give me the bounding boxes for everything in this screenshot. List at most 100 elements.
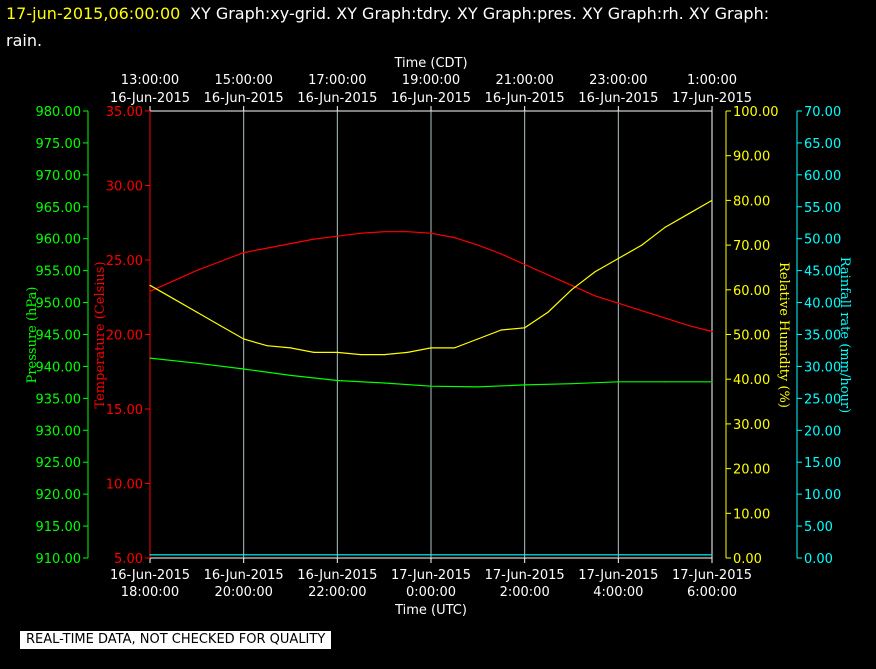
header-graph-list: XY Graph:xy-grid. XY Graph:tdry. XY Grap…: [190, 4, 769, 23]
temperature-data-point: [617, 302, 619, 304]
humidity-data-point: [688, 213, 690, 215]
top-time-axis: 13:00:00 16-Jun-2015 15:00:00 16-Jun-2015 17…: [110, 73, 752, 111]
humidity-data-point: [172, 298, 174, 300]
top-tick-date: 16-Jun-2015: [485, 91, 565, 106]
humidity-data-point: [430, 347, 432, 349]
temperature-data-point: [149, 290, 151, 292]
top-axis-title: Time (CDT): [393, 56, 467, 71]
temperature-data-point: [196, 269, 198, 271]
bottom-tick-time: 4:00:00: [593, 585, 643, 600]
humidity-tick-label: 80.00: [733, 194, 770, 209]
temperature-data-point: [407, 231, 409, 233]
rain-tick-label: 25.00: [804, 392, 841, 407]
humidity-tick-label: 30.00: [733, 418, 770, 433]
rain-tick-label: 45.00: [804, 265, 841, 280]
rain-axis-ticks: 0.00 5.00 10.00 15.00 20.00 25.00 30.00 35.00 40…: [797, 105, 841, 567]
pressure-tick-label: 955.00: [36, 265, 82, 280]
rain-tick-label: 60.00: [804, 169, 841, 184]
pressure-data-point: [243, 368, 245, 370]
top-tick-time: 15:00:00: [214, 73, 272, 88]
top-tick-date: 16-Jun-2015: [391, 91, 471, 106]
temperature-data-point: [383, 231, 385, 233]
temperature-data-point: [547, 274, 549, 276]
header-graph-list-continued: rain.: [6, 31, 42, 50]
pressure-data-point: [383, 382, 385, 384]
temperature-data-point: [172, 280, 174, 282]
bottom-axis-title: Time (UTC): [394, 603, 467, 618]
bottom-tick-time: 22:00:00: [308, 585, 366, 600]
top-tick-date: 16-Jun-2015: [578, 91, 658, 106]
pressure-tick-label: 920.00: [36, 488, 82, 503]
temperature-data-point: [430, 232, 432, 234]
humidity-tick-label: 50.00: [733, 329, 770, 344]
rain-tick-label: 5.00: [804, 520, 833, 535]
humidity-data-point: [641, 244, 643, 246]
top-tick-time: 19:00:00: [402, 73, 460, 88]
header-timestamp: 17-jun-2015,06:00:00: [6, 4, 180, 23]
temperature-data-point: [500, 253, 502, 255]
humidity-tick-label: 100.00: [733, 105, 779, 120]
pressure-data-point: [570, 383, 573, 385]
pressure-data-point: [336, 379, 338, 382]
top-tick-time: 21:00:00: [495, 73, 553, 88]
pressure-axis-title: Pressure (hPa): [25, 287, 40, 384]
temperature-data-point: [243, 252, 245, 254]
series-layer: [149, 199, 713, 556]
rain-data-point: [149, 554, 151, 556]
rain-tick-label: 50.00: [804, 233, 841, 248]
humidity-tick-label: 90.00: [733, 150, 770, 165]
temperature-data-point: [219, 260, 221, 263]
humidity-axis-title: Relative Humidity (%): [776, 262, 791, 408]
rain-tick-label: 10.00: [804, 488, 841, 503]
pressure-data-point: [617, 381, 619, 383]
humidity-axis-ticks: 0.00 10.00 20.00 30.00 40.00 50.00 60.00 70.00 8…: [726, 105, 779, 567]
temperature-data-point: [524, 263, 526, 266]
rain-axis-title: Rainfall rate (mm/hour): [837, 257, 852, 413]
pressure-data-point: [196, 362, 198, 364]
quality-notice: REAL-TIME DATA, NOT CHECKED FOR QUALITY: [20, 631, 332, 649]
bottom-tick-date: 17-Jun-2015: [485, 568, 565, 583]
bottom-tick-time: 0:00:00: [406, 585, 456, 600]
temperature-tick-label: 5.00: [114, 552, 143, 567]
pressure-data-point: [149, 357, 151, 359]
humidity-data-point: [664, 226, 666, 228]
bottom-tick-date: 16-Jun-2015: [204, 568, 284, 583]
top-tick-time: 23:00:00: [589, 73, 647, 88]
top-tick-time: 17:00:00: [308, 73, 366, 88]
temperature-axis-title: Temperature (Celsius): [93, 261, 108, 408]
rain-tick-label: 15.00: [804, 456, 841, 471]
temperature-tick-label: 15.00: [106, 403, 143, 418]
top-tick-date: 16-Jun-2015: [204, 91, 284, 106]
temperature-data-point: [313, 238, 315, 240]
humidity-data-point: [617, 257, 619, 260]
pressure-tick-label: 980.00: [36, 105, 82, 120]
humidity-data-point: [477, 338, 479, 340]
pressure-tick-label: 945.00: [36, 329, 82, 344]
humidity-tick-label: 70.00: [733, 239, 770, 254]
humidity-data-point: [149, 284, 151, 286]
temperature-data-point: [711, 330, 713, 333]
bottom-tick-date: 16-Jun-2015: [297, 568, 377, 583]
temperature-tick-label: 20.00: [106, 329, 143, 344]
pressure-axis-ticks: 910.00 915.00 920.00 925.00 930.00 935.00 940.…: [36, 105, 88, 567]
temperature-data-point: [641, 310, 643, 312]
bottom-tick-time: 2:00:00: [500, 585, 550, 600]
humidity-tick-label: 40.00: [733, 373, 770, 388]
pressure-tick-label: 935.00: [36, 392, 82, 407]
temperature-tick-label: 25.00: [106, 254, 143, 269]
bottom-tick-date: 17-Jun-2015: [672, 568, 752, 583]
top-tick-date: 16-Jun-2015: [297, 91, 377, 106]
temperature-data-point: [336, 235, 338, 237]
top-tick-date: 16-Jun-2015: [110, 91, 190, 106]
bottom-tick-time: 6:00:00: [687, 585, 737, 600]
humidity-data-point: [711, 199, 713, 201]
temperature-axis-ticks: 5.00 10.00 15.00 20.00 25.00 30.00 35.00: [106, 105, 150, 567]
pressure-tick-label: 925.00: [36, 456, 82, 471]
temperature-tick-label: 30.00: [106, 180, 143, 195]
humidity-tick-label: 60.00: [733, 284, 770, 299]
pressure-tick-label: 930.00: [36, 424, 82, 439]
temperature-data-point: [688, 325, 690, 327]
humidity-data-point: [570, 289, 573, 291]
top-tick-time: 1:00:00: [687, 73, 737, 88]
